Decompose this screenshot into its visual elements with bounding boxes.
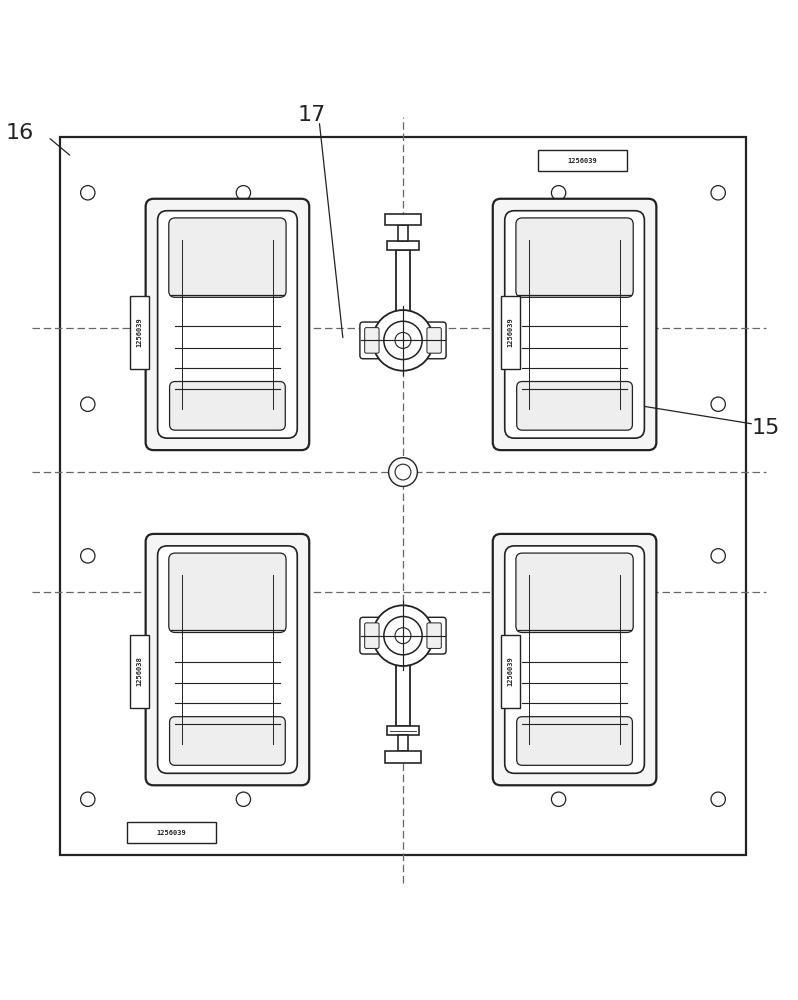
Text: 1256039: 1256039	[156, 830, 187, 836]
FancyBboxPatch shape	[427, 328, 441, 353]
FancyBboxPatch shape	[365, 623, 379, 648]
Text: 16: 16	[6, 123, 34, 143]
Circle shape	[81, 397, 95, 411]
FancyBboxPatch shape	[130, 296, 149, 369]
Circle shape	[81, 549, 95, 563]
FancyBboxPatch shape	[145, 199, 309, 450]
FancyBboxPatch shape	[145, 534, 309, 785]
Circle shape	[395, 464, 411, 480]
FancyBboxPatch shape	[427, 623, 441, 648]
Bar	[398, 735, 408, 751]
FancyBboxPatch shape	[157, 211, 297, 438]
FancyBboxPatch shape	[168, 553, 286, 632]
Text: 1256039: 1256039	[567, 158, 598, 164]
FancyBboxPatch shape	[516, 553, 633, 632]
FancyBboxPatch shape	[538, 150, 627, 171]
FancyBboxPatch shape	[516, 382, 632, 430]
Circle shape	[711, 186, 725, 200]
Bar	[387, 726, 419, 735]
FancyBboxPatch shape	[501, 635, 520, 708]
Circle shape	[551, 792, 566, 806]
Circle shape	[236, 186, 251, 200]
Circle shape	[384, 617, 422, 655]
FancyBboxPatch shape	[422, 322, 446, 359]
Bar	[385, 214, 421, 225]
FancyBboxPatch shape	[130, 635, 149, 708]
Bar	[60, 137, 746, 855]
Circle shape	[711, 549, 725, 563]
Bar	[385, 751, 421, 763]
Circle shape	[81, 186, 95, 200]
FancyBboxPatch shape	[516, 218, 633, 297]
FancyBboxPatch shape	[422, 617, 446, 654]
FancyBboxPatch shape	[504, 211, 644, 438]
Bar	[396, 662, 410, 726]
Circle shape	[373, 310, 433, 371]
Text: 1256038: 1256038	[136, 657, 143, 686]
FancyBboxPatch shape	[492, 534, 656, 785]
Text: 1256039: 1256039	[508, 657, 514, 686]
FancyBboxPatch shape	[127, 822, 216, 843]
Text: 1256039: 1256039	[508, 318, 514, 347]
Bar	[387, 241, 419, 250]
Circle shape	[81, 792, 95, 806]
Bar	[398, 225, 408, 241]
Circle shape	[373, 605, 433, 666]
Text: 15: 15	[752, 418, 780, 438]
Text: 1256039: 1256039	[136, 318, 143, 347]
FancyBboxPatch shape	[169, 382, 285, 430]
FancyBboxPatch shape	[504, 546, 644, 773]
FancyBboxPatch shape	[492, 199, 656, 450]
Circle shape	[395, 628, 411, 644]
FancyBboxPatch shape	[157, 546, 297, 773]
Circle shape	[236, 792, 251, 806]
Bar	[396, 250, 410, 314]
FancyBboxPatch shape	[501, 296, 520, 369]
Circle shape	[395, 332, 411, 348]
FancyBboxPatch shape	[169, 717, 285, 765]
Circle shape	[711, 792, 725, 806]
Circle shape	[711, 397, 725, 411]
FancyBboxPatch shape	[360, 617, 384, 654]
Circle shape	[384, 321, 422, 360]
Circle shape	[551, 186, 566, 200]
Text: 17: 17	[297, 105, 326, 125]
FancyBboxPatch shape	[516, 717, 632, 765]
FancyBboxPatch shape	[360, 322, 384, 359]
Circle shape	[389, 458, 417, 486]
FancyBboxPatch shape	[365, 328, 379, 353]
FancyBboxPatch shape	[168, 218, 286, 297]
